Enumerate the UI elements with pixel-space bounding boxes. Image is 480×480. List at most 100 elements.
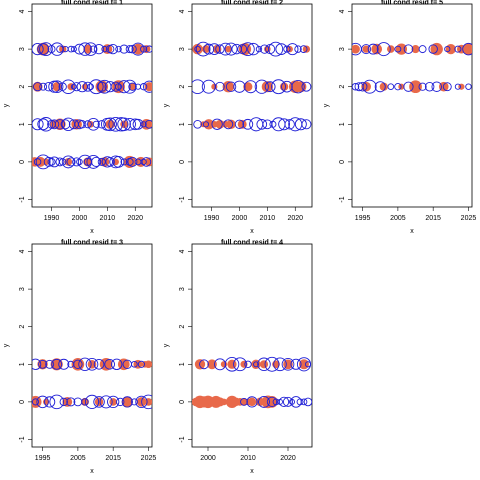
filled-point xyxy=(362,45,370,53)
filled-point xyxy=(302,45,311,53)
open-point xyxy=(93,396,105,408)
open-point xyxy=(143,80,152,93)
open-point xyxy=(444,46,451,53)
filled-point xyxy=(259,360,269,369)
open-point xyxy=(72,82,82,92)
open-point xyxy=(107,43,119,55)
open-point xyxy=(87,83,94,91)
open-point xyxy=(266,396,278,408)
open-point xyxy=(367,43,379,55)
y-tick-label: 1 xyxy=(19,122,26,126)
filled-point xyxy=(395,43,408,55)
open-point xyxy=(140,45,148,53)
open-point xyxy=(92,120,100,128)
panel-title: full cond resid t= 2 xyxy=(221,0,283,7)
open-point xyxy=(246,396,258,408)
x-tick-label: 2000 xyxy=(200,455,216,462)
x-axis-label: x xyxy=(90,228,94,235)
y-axis-label: y xyxy=(3,103,10,107)
open-point xyxy=(465,83,472,90)
open-point xyxy=(105,157,115,167)
open-point xyxy=(51,358,63,370)
open-point xyxy=(442,82,452,92)
y-tick-label: 3 xyxy=(19,47,26,51)
filled-point xyxy=(109,398,117,406)
open-point xyxy=(233,357,247,372)
y-tick-label: 2 xyxy=(19,325,26,329)
open-point xyxy=(361,44,372,55)
filled-point xyxy=(251,359,261,369)
open-point xyxy=(36,395,49,409)
open-point xyxy=(140,158,147,166)
x-tick-label: 2010 xyxy=(100,215,116,222)
open-point xyxy=(91,156,102,167)
open-point xyxy=(202,121,210,128)
filled-point xyxy=(220,361,228,368)
open-point xyxy=(376,42,391,57)
open-point xyxy=(70,83,77,90)
open-point xyxy=(33,158,42,166)
open-point xyxy=(85,358,99,371)
y-tick-label: 3 xyxy=(179,47,186,51)
filled-point xyxy=(387,45,395,53)
open-point xyxy=(59,397,68,407)
filled-point xyxy=(352,44,360,54)
panel-1: full cond resid t= 1 1990 2000 2010 2020 -1 0 1… xyxy=(3,0,153,235)
open-point xyxy=(286,43,299,56)
open-point xyxy=(269,120,277,128)
open-point xyxy=(291,80,305,94)
open-point xyxy=(72,157,82,167)
open-point xyxy=(145,45,152,53)
open-point xyxy=(81,398,89,406)
y-axis-label: y xyxy=(163,343,170,347)
open-point xyxy=(110,81,121,92)
panel-title: full cond resid t= 1 xyxy=(61,0,123,7)
open-point xyxy=(418,82,427,91)
y-tick-label: 0 xyxy=(179,400,186,404)
open-point xyxy=(352,82,360,91)
open-point xyxy=(32,43,44,56)
filled-point xyxy=(144,82,152,92)
open-point xyxy=(67,45,75,53)
filled-point xyxy=(207,359,217,370)
open-point xyxy=(294,118,307,131)
open-point xyxy=(289,398,295,405)
y-tick-label: 4 xyxy=(179,9,186,13)
filled-point xyxy=(225,45,232,53)
open-point xyxy=(240,42,255,57)
open-point xyxy=(431,81,442,92)
open-point xyxy=(244,80,258,94)
y-tick-label: 0 xyxy=(179,160,186,164)
open-point xyxy=(70,46,77,53)
open-point xyxy=(84,394,100,409)
open-point xyxy=(89,45,98,53)
open-point xyxy=(66,397,76,407)
open-point xyxy=(282,396,294,407)
open-point xyxy=(97,120,106,129)
open-point xyxy=(130,398,138,406)
y-axis-label: y xyxy=(3,343,10,347)
open-point xyxy=(237,44,248,55)
open-point xyxy=(428,44,438,54)
y-tick-label: 3 xyxy=(19,287,26,291)
open-point xyxy=(60,119,71,130)
open-point xyxy=(273,357,287,372)
open-point xyxy=(294,45,302,53)
x-tick-label: 2000 xyxy=(232,215,248,222)
x-tick-label: 2025 xyxy=(461,215,477,222)
y-tick-label: 1 xyxy=(179,362,186,366)
open-point xyxy=(247,42,260,56)
filled-point xyxy=(112,80,125,94)
open-point xyxy=(211,118,223,130)
points-layer xyxy=(32,357,152,410)
y-tick-label: 2 xyxy=(179,325,186,329)
open-point xyxy=(93,358,105,370)
open-point xyxy=(301,81,312,92)
y-tick-label: 4 xyxy=(339,9,346,13)
open-point xyxy=(45,359,55,369)
x-axis-label: x xyxy=(90,468,94,475)
open-point xyxy=(242,118,254,130)
y-tick-label: 0 xyxy=(19,400,26,404)
open-point xyxy=(123,117,136,131)
open-point xyxy=(66,157,76,167)
